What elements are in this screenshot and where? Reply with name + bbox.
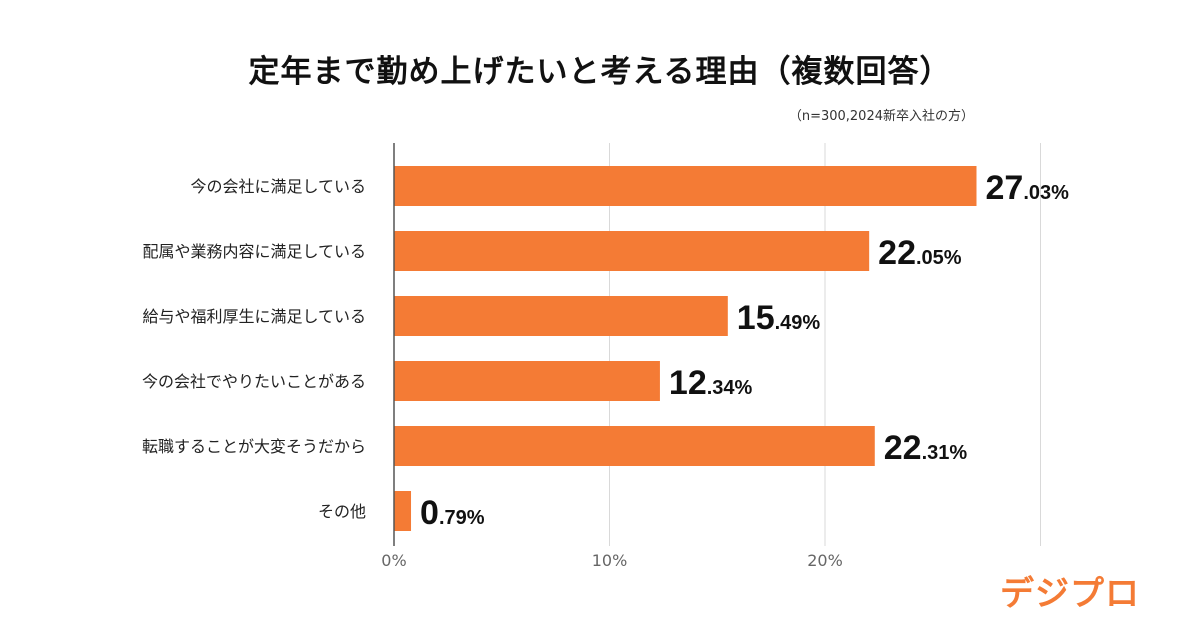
x-tick-label-2: 20% — [807, 551, 843, 570]
bar-2 — [394, 296, 728, 336]
deji-pro-logo: デジプロ — [1000, 574, 1140, 614]
x-tick-label-0: 0% — [381, 551, 406, 570]
bar-5 — [394, 491, 412, 531]
bars — [394, 166, 977, 531]
value-label-0: 27.03% — [985, 169, 1069, 207]
category-label-5: その他 — [318, 502, 366, 521]
x-tick-labels: 0% 10% 20% — [381, 551, 842, 570]
category-labels: 今の会社に満足している配属や業務内容に満足している給与や福利厚生に満足している今… — [142, 177, 366, 521]
value-label-3: 12.34% — [669, 364, 753, 402]
category-label-1: 配属や業務内容に満足している — [142, 242, 366, 261]
category-label-0: 今の会社に満足している — [190, 177, 366, 196]
value-label-5: 0.79% — [420, 494, 485, 532]
grid-lines — [609, 143, 1041, 546]
x-tick-label-1: 10% — [592, 551, 628, 570]
category-label-2: 給与や福利厚生に満足している — [142, 307, 366, 326]
value-label-2: 15.49% — [737, 299, 821, 337]
chart-subtitle: （n=300,2024新卒入社の方） — [788, 109, 974, 124]
bar-1 — [394, 231, 870, 271]
value-label-1: 22.05% — [878, 234, 962, 272]
bar-3 — [394, 361, 660, 401]
value-label-4: 22.31% — [884, 429, 968, 467]
category-label-4: 転職することが大変そうだから — [142, 437, 366, 456]
chart-title: 定年まで勤め上げたいと考える理由（複数回答） — [248, 54, 952, 90]
bar-0 — [394, 166, 977, 206]
category-label-3: 今の会社でやりたいことがある — [142, 372, 366, 391]
value-labels: 27.03% 22.05% 15.49% 12.34% 22.31% 0.79% — [420, 169, 1069, 532]
bar-4 — [394, 426, 875, 466]
